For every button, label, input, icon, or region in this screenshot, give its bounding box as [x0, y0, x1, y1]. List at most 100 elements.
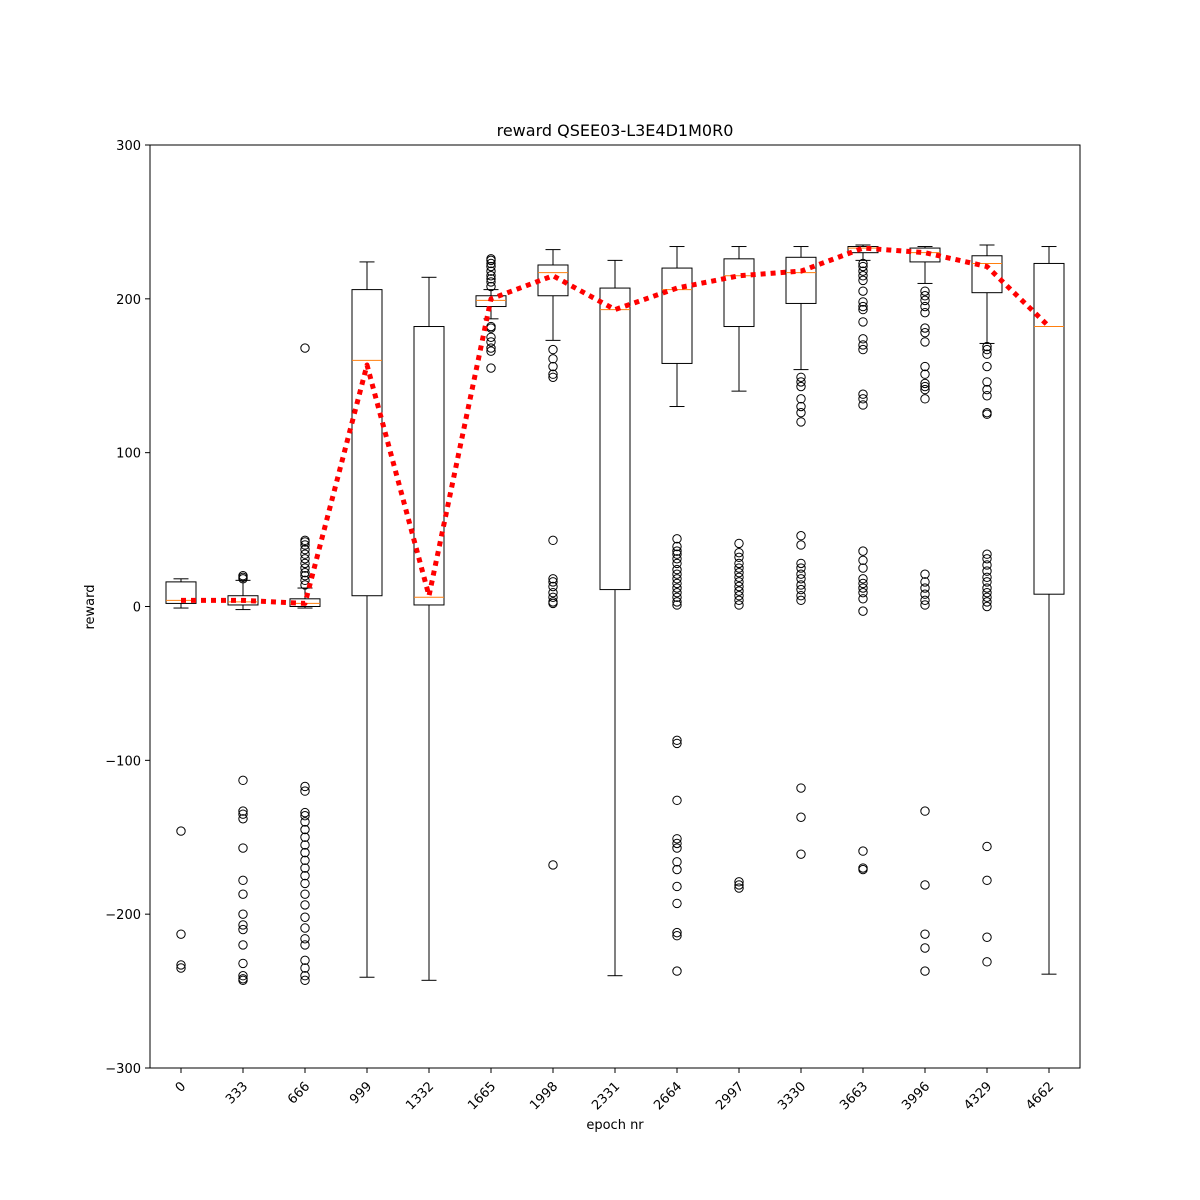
y-tick-label: −300 — [105, 1062, 141, 1077]
outlier-point — [858, 394, 868, 404]
outlier-point — [548, 577, 558, 587]
outlier-point — [300, 781, 310, 792]
box-4329 — [971, 244, 1003, 967]
outlier-point — [858, 389, 868, 399]
outlier-point — [176, 929, 186, 939]
box-333 — [227, 571, 259, 986]
x-tick-label: 999 — [347, 1079, 375, 1107]
y-tick-label: 200 — [116, 293, 141, 308]
outlier-point — [176, 826, 186, 836]
outlier-point — [858, 275, 868, 286]
outlier-point — [982, 554, 992, 564]
outlier-point — [548, 361, 558, 372]
outlier-point — [300, 975, 310, 986]
outlier-point — [982, 957, 992, 967]
outlier-point — [920, 369, 930, 379]
box-body — [475, 295, 507, 308]
outlier-point — [548, 592, 558, 602]
outlier-point — [238, 940, 248, 950]
outlier-point — [300, 900, 310, 910]
outlier-point — [672, 592, 682, 602]
outlier-point — [982, 344, 992, 355]
outlier-point — [300, 824, 310, 835]
outlier-point — [238, 971, 248, 981]
outlier-point — [920, 880, 930, 890]
outlier-point — [858, 587, 868, 598]
outlier-point — [548, 860, 558, 870]
outlier-point — [672, 931, 682, 941]
outlier-point — [982, 601, 992, 612]
outlier-point — [920, 394, 930, 404]
outlier-point — [982, 572, 992, 582]
outlier-point — [300, 863, 310, 873]
outlier-point — [672, 927, 682, 938]
outlier-point — [672, 834, 682, 844]
y-tick-label: −200 — [105, 908, 141, 923]
outlier-point — [796, 417, 806, 427]
outlier-point — [858, 271, 868, 281]
outlier-point — [486, 277, 496, 287]
outlier-point — [734, 577, 744, 587]
outlier-point — [920, 569, 930, 579]
outlier-point — [858, 583, 868, 593]
outlier-point — [858, 594, 868, 604]
outlier-point — [486, 337, 496, 347]
outlier-point — [982, 577, 992, 587]
outlier-point — [858, 864, 868, 875]
outlier-point — [920, 307, 930, 318]
outlier-point — [672, 534, 682, 544]
outlier-point — [858, 266, 868, 276]
outlier-point — [672, 738, 682, 749]
outlier-point — [858, 578, 868, 589]
outlier-point — [982, 361, 992, 372]
outlier-point — [300, 535, 310, 546]
outlier-point — [858, 340, 868, 350]
outlier-point — [300, 575, 310, 586]
outlier-point — [238, 775, 248, 786]
x-tick-label: 3330 — [775, 1079, 809, 1113]
outlier-point — [734, 558, 744, 569]
outlier-point — [486, 343, 496, 353]
outlier-point — [982, 597, 992, 607]
outlier-point — [920, 929, 930, 939]
outlier-point — [300, 563, 310, 573]
outlier-point — [672, 600, 682, 610]
box-body — [413, 326, 445, 606]
outlier-point — [176, 963, 186, 973]
outlier-point — [734, 572, 744, 582]
outlier-point — [672, 549, 682, 559]
box-body — [971, 255, 1003, 294]
outlier-point — [672, 795, 682, 806]
outlier-point — [920, 286, 930, 296]
outlier-point — [486, 266, 496, 276]
box-body — [723, 258, 755, 328]
outlier-point — [796, 401, 806, 412]
outlier-point — [176, 960, 186, 970]
y-axis: −300 −200 −100 0 100 200 300 — [105, 139, 150, 1077]
outlier-point — [920, 384, 930, 395]
outlier-point — [300, 567, 310, 578]
outlier-point — [548, 354, 558, 364]
outlier-point — [672, 574, 682, 584]
outlier-point — [486, 261, 496, 272]
outlier-point — [238, 958, 248, 969]
outlier-point — [920, 378, 930, 389]
outlier-point — [300, 807, 310, 818]
outlier-point — [734, 552, 744, 562]
outlier-point — [734, 567, 744, 578]
outlier-point — [238, 889, 248, 899]
x-axis-label: epoch nr — [586, 1118, 644, 1133]
outlier-point — [920, 943, 930, 953]
outlier-point — [672, 864, 682, 875]
outlier-point — [796, 531, 806, 541]
box-3996 — [909, 246, 941, 976]
box-3663 — [847, 244, 879, 875]
outlier-point — [920, 600, 930, 610]
outlier-point — [982, 592, 992, 602]
outlier-point — [548, 598, 558, 609]
outlier-point — [920, 361, 930, 372]
y-tick-label: 300 — [116, 139, 141, 154]
outlier-point — [734, 877, 744, 887]
outlier-point — [238, 571, 248, 581]
outlier-point — [796, 377, 806, 387]
